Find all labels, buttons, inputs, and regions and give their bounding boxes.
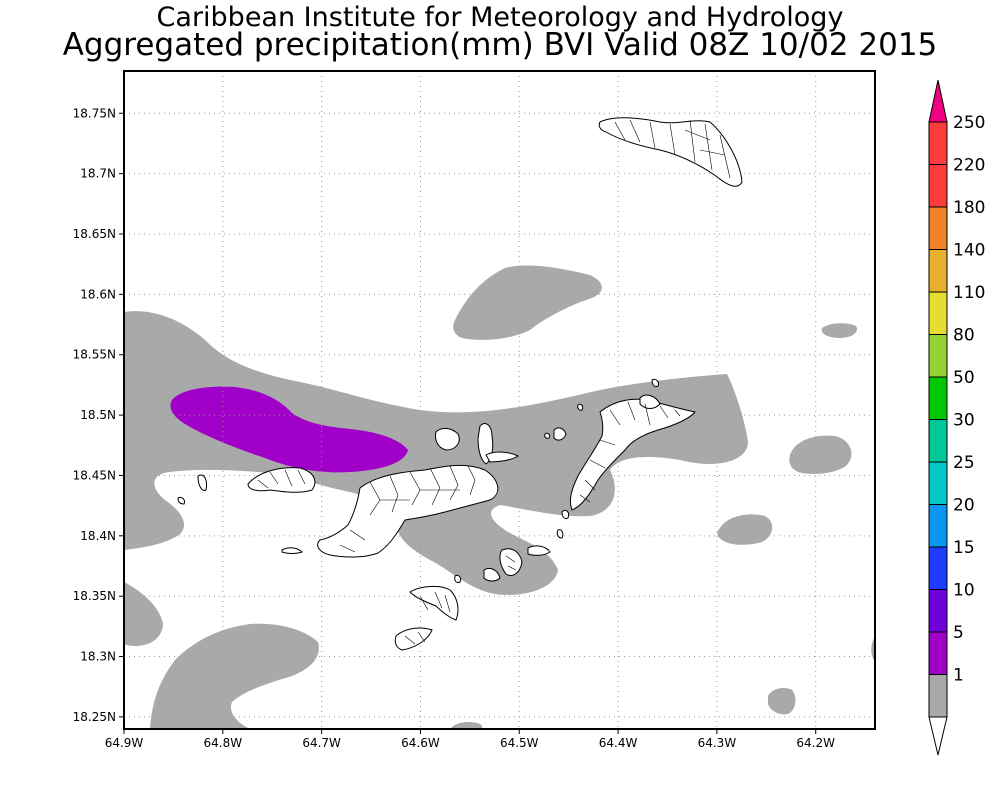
x-tick-label: 64.3W — [698, 736, 737, 750]
island-tortola — [317, 464, 499, 558]
precip-area-southeast — [717, 514, 773, 545]
island-small-4 — [651, 379, 659, 387]
island-southern-cay-1 — [409, 585, 459, 621]
colorbar-label: 20 — [953, 496, 975, 516]
gridlines — [124, 71, 875, 729]
island-small-6 — [556, 529, 564, 539]
precip-area-south-small — [768, 688, 796, 715]
colorbar-label: 80 — [953, 326, 975, 346]
colorbar-segment — [928, 121, 948, 165]
colorbar-segment — [928, 674, 948, 718]
colorbar-segment — [928, 291, 948, 335]
colorbar-segment — [928, 546, 948, 590]
x-axis: 64.9W 64.8W 64.7W 64.6W 64.5W 64.4W 64.3W 64.2W — [105, 729, 835, 750]
colorbar-segment — [928, 504, 948, 548]
colorbar-label: 10 — [953, 581, 975, 601]
precip-area-northeast — [821, 323, 858, 338]
precip-area-south — [150, 623, 319, 729]
island-southern-cay-2 — [394, 627, 433, 651]
y-tick-label: 18.75N — [73, 106, 116, 120]
island-small-8 — [577, 403, 584, 411]
x-tick-label: 64.5W — [500, 736, 539, 750]
y-tick-label: 18.6N — [80, 287, 116, 301]
y-tick-label: 18.3N — [80, 650, 116, 664]
island-beef — [485, 451, 519, 463]
island-small-1 — [197, 474, 207, 491]
island-small-5 — [561, 509, 569, 519]
x-tick-label: 64.9W — [105, 736, 144, 750]
colorbar-label: 50 — [953, 368, 975, 388]
island-subdivisions — [257, 119, 731, 645]
colorbar-label: 15 — [953, 538, 975, 558]
plot-area — [124, 71, 875, 729]
colorbar-top-triangle — [928, 79, 948, 123]
colorbar-label: 220 — [953, 156, 985, 176]
y-tick-label: 18.25N — [73, 710, 116, 724]
x-tick-label: 64.8W — [204, 736, 243, 750]
colorbar-segment — [928, 164, 948, 208]
colorbar-label: 140 — [953, 241, 985, 261]
island-jost-van-dyke — [435, 427, 460, 451]
precip-light-areas — [124, 265, 875, 729]
island-salt — [483, 567, 501, 582]
x-tick-label: 64.4W — [599, 736, 638, 750]
colorbar-label: 5 — [953, 623, 964, 643]
x-tick-label: 64.7W — [302, 736, 341, 750]
colorbar-segment — [928, 461, 948, 505]
y-tick-label: 18.55N — [73, 348, 116, 362]
title-line-2-text: Aggregated precipitation(mm) BVI Valid 0… — [62, 27, 938, 63]
colorbar-segment — [928, 376, 948, 420]
colorbar-segment — [928, 631, 948, 675]
y-tick-label: 18.35N — [73, 589, 116, 603]
colorbar-label: 1 — [953, 666, 964, 686]
colorbar-segment — [928, 419, 948, 463]
precip-area-bottom-edge — [450, 721, 483, 729]
island-norman — [527, 545, 551, 556]
island-st-thomas — [247, 467, 316, 493]
precip-area-southwest — [124, 582, 163, 646]
colorbar-label: 110 — [953, 283, 985, 303]
colorbar-bottom-triangle — [928, 716, 948, 756]
precip-area-east — [789, 435, 852, 474]
y-tick-label: 18.4N — [80, 529, 116, 543]
colorbar-label: 250 — [953, 113, 985, 133]
plot-border — [123, 70, 876, 730]
island-st-john-west — [281, 547, 303, 554]
colorbar-label: 25 — [953, 453, 975, 473]
precip-area-north — [453, 265, 602, 340]
colorbar-segment — [928, 249, 948, 293]
colorbar-segment — [928, 589, 948, 633]
island-small-7 — [454, 575, 462, 583]
island-peter — [499, 548, 523, 576]
island-virgin-gorda — [569, 398, 696, 511]
y-tick-label: 18.65N — [73, 227, 116, 241]
y-tick-label: 18.45N — [73, 468, 116, 482]
title-line-1-text: Caribbean Institute for Meteorology and … — [156, 2, 844, 33]
x-tick-label: 64.6W — [401, 736, 440, 750]
island-small-9 — [544, 432, 551, 439]
y-tick-label: 18.7N — [80, 167, 116, 181]
island-scrub — [553, 427, 567, 441]
x-tick-label: 64.2W — [796, 736, 835, 750]
y-tick-label: 18.5N — [80, 408, 116, 422]
colorbar-segment — [928, 206, 948, 250]
island-anegada — [598, 117, 743, 187]
colorbar-label: 30 — [953, 411, 975, 431]
precip-area-west — [124, 311, 748, 595]
y-axis: 18.25N 18.3N 18.35N 18.4N 18.45N 18.5N 18.55N 1… — [73, 106, 124, 724]
island-small-2 — [177, 497, 185, 505]
precip-area-moderate — [170, 386, 408, 473]
colorbar-segment — [928, 334, 948, 378]
colorbar-label: 180 — [953, 198, 985, 218]
